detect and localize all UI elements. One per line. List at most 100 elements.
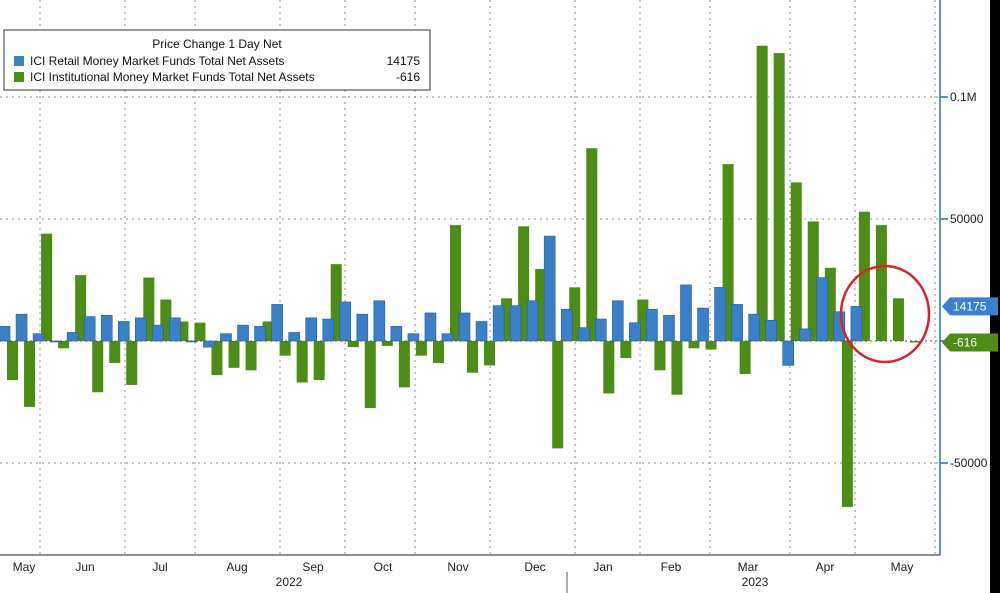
- bar-institutional: [58, 341, 70, 349]
- y-tick-label: 0.1M: [950, 90, 977, 104]
- bar-retail: [66, 332, 79, 342]
- bar-retail: [305, 317, 317, 342]
- bar-retail: [407, 333, 420, 342]
- bar-institutional: [858, 211, 870, 341]
- bar-retail: [288, 332, 300, 342]
- bar-institutional: [790, 182, 802, 341]
- bar-institutional: [279, 341, 291, 356]
- legend: Price Change 1 Day Net ICI Retail Money …: [3, 29, 431, 91]
- y-tick-label: 50000: [950, 212, 984, 226]
- bar-institutional: [364, 341, 376, 409]
- y-axis: 0.1M 50000 -50000: [939, 0, 988, 555]
- bar-retail: [83, 316, 96, 342]
- bar-institutional: [807, 221, 819, 341]
- bar-retail: [509, 305, 522, 342]
- bar-retail: [782, 340, 795, 366]
- bar-retail: [356, 313, 369, 342]
- bar-institutional: [875, 225, 887, 341]
- bar-retail: [169, 317, 181, 342]
- bar-retail: [629, 322, 641, 342]
- legend-swatch-retail: [14, 56, 24, 66]
- legend-box: [3, 29, 431, 91]
- bar-institutional: [909, 341, 921, 343]
- chart-title: Price Change 1 Day Net: [152, 37, 282, 51]
- bar-institutional: [313, 341, 325, 381]
- bar-retail: [373, 300, 386, 342]
- bar-institutional: [569, 287, 581, 341]
- bar-institutional: [739, 341, 751, 374]
- bar-retail: [731, 304, 743, 342]
- x-tick-label: Oct: [374, 560, 393, 574]
- legend-value-retail: 14175: [387, 54, 421, 68]
- bar-institutional: [586, 148, 598, 341]
- bar-retail: [237, 324, 249, 342]
- x-tick-label: Jun: [75, 560, 94, 574]
- bar-institutional: [296, 341, 308, 383]
- bar-retail: [475, 321, 488, 342]
- bar-institutional: [620, 341, 632, 359]
- badge-institutional-label: -616: [953, 336, 977, 350]
- bar-retail: [152, 324, 164, 342]
- y-tick-label: -50000: [950, 456, 988, 470]
- gridlines: [0, 0, 940, 555]
- bar-institutional: [160, 299, 172, 341]
- bar-institutional: [552, 341, 564, 449]
- x-tick-label: May: [891, 560, 914, 574]
- bar-retail: [0, 326, 11, 342]
- bar-retail: [390, 326, 403, 342]
- x-tick-label: Feb: [661, 560, 682, 574]
- bar-retail: [833, 311, 846, 342]
- bar-retail: [271, 304, 283, 342]
- bar-institutional: [773, 53, 785, 342]
- bar-retail: [543, 235, 556, 342]
- bar-institutional: [7, 341, 19, 381]
- bar-retail: [100, 315, 113, 342]
- bar-retail: [15, 313, 28, 342]
- bar-institutional: [211, 341, 223, 376]
- bar-retail: [322, 318, 335, 342]
- bar-institutional: [262, 321, 274, 341]
- bar-institutional: [654, 341, 666, 371]
- bar-institutional: [722, 164, 734, 341]
- bar-institutional: [228, 341, 240, 368]
- bar-retail: [748, 313, 760, 342]
- bar-institutional: [330, 264, 342, 341]
- year-label: 2023: [742, 575, 769, 589]
- bar-retail: [220, 333, 232, 342]
- bar-retail: [663, 315, 675, 342]
- bar-institutional: [126, 341, 138, 385]
- bar-institutional: [75, 275, 87, 341]
- bar-institutional: [824, 267, 836, 341]
- bar-retail: [339, 301, 352, 342]
- badge-institutional-shape: [942, 333, 998, 352]
- bar-institutional: [637, 299, 649, 341]
- bar-retail: [203, 340, 215, 348]
- bar-institutional: [705, 341, 717, 350]
- bar-retail: [424, 312, 437, 342]
- bar-retail: [765, 319, 777, 342]
- bar-institutional: [347, 341, 359, 348]
- bar-retail: [492, 305, 505, 342]
- bar-institutional: [143, 277, 155, 341]
- bar-institutional: [501, 298, 513, 341]
- bar-retail: [595, 318, 607, 342]
- x-tick-label: Apr: [816, 560, 835, 574]
- bar-retail: [254, 326, 266, 342]
- year-label: 2022: [276, 575, 303, 589]
- bar-institutional: [603, 341, 615, 394]
- bar-institutional: [449, 225, 461, 341]
- bar-retail: [577, 327, 590, 342]
- legend-label-retail: ICI Retail Money Market Funds Total Net …: [30, 54, 285, 68]
- x-tick-label: Dec: [524, 560, 545, 574]
- x-tick-label: Jul: [152, 560, 167, 574]
- bar-retail: [799, 328, 812, 342]
- bar-institutional: [245, 341, 257, 371]
- bar-retail: [117, 321, 130, 342]
- bar-institutional: [398, 341, 410, 388]
- x-tick-label: Sep: [302, 560, 324, 574]
- bar-institutional: [41, 233, 53, 341]
- badge-institutional: -616: [942, 333, 998, 352]
- badge-retail-shape: [942, 297, 998, 316]
- bar-institutional: [518, 226, 530, 341]
